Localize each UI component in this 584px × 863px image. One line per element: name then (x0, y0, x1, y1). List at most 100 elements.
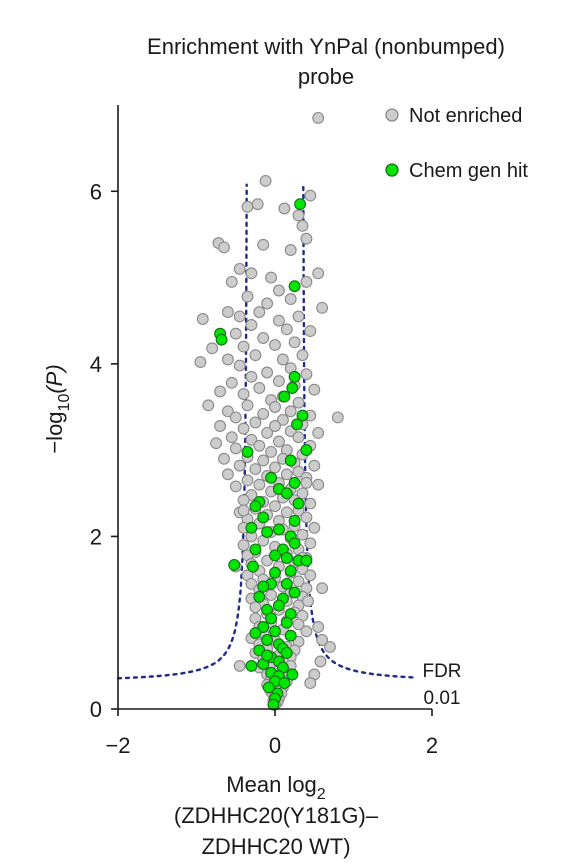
chem-gen-hit-point (291, 418, 303, 431)
chem-gen-hit-point (292, 497, 305, 510)
not-enriched-point (292, 310, 305, 323)
chem-gen-hit-point (300, 554, 313, 567)
not-enriched-point (296, 349, 309, 362)
not-enriched-point (249, 601, 262, 614)
not-enriched-point (312, 426, 325, 439)
y-tick-label: 0 (90, 697, 102, 722)
not-enriched-point (300, 511, 313, 524)
not-enriched-point (259, 174, 272, 187)
legend-marker-chem-gen-hit (385, 163, 399, 177)
not-enriched-point (284, 293, 297, 306)
not-enriched-point (221, 306, 234, 319)
not-enriched-point (221, 405, 234, 418)
not-enriched-point (218, 452, 230, 465)
chem-gen-hit-point (241, 445, 254, 458)
not-enriched-point (296, 219, 309, 232)
not-enriched-point (237, 494, 250, 507)
not-enriched-point (296, 528, 309, 541)
not-enriched-point (265, 271, 278, 284)
x-axis-label-line-1: Mean log2 (226, 772, 326, 803)
not-enriched-point (257, 454, 270, 467)
not-enriched-point (206, 342, 219, 355)
not-enriched-point (276, 413, 289, 426)
x-tick-label: 0 (269, 733, 281, 758)
x-axis-label-line-3: ZDHHC20 WT) (201, 834, 350, 859)
chem-gen-hit-point (247, 560, 259, 573)
not-enriched-point (288, 336, 301, 349)
y-tick-label: 4 (90, 352, 102, 377)
not-enriched-point (233, 359, 246, 372)
not-enriched-point (237, 388, 250, 401)
not-enriched-point (245, 577, 258, 590)
chem-gen-hit-point (261, 649, 274, 662)
not-enriched-point (272, 375, 285, 388)
not-enriched-point (241, 474, 254, 487)
not-enriched-point (302, 595, 314, 608)
not-enriched-point (261, 297, 274, 310)
chem-gen-hit-point (245, 521, 258, 534)
not-enriched-point (331, 411, 344, 424)
not-enriched-point (300, 275, 313, 288)
x-axis-ticks: −2 0 2 (105, 709, 438, 758)
chem-gen-hit-point (215, 333, 228, 346)
chem-gen-hit-point (262, 681, 275, 694)
not-enriched-point (265, 445, 278, 458)
not-enriched-point (304, 677, 317, 690)
not-enriched-point (280, 323, 293, 336)
not-enriched-point (278, 202, 291, 215)
not-enriched-point (241, 200, 254, 213)
chem-gen-hit-point (288, 476, 301, 489)
not-enriched-point (269, 461, 281, 474)
chem-gen-hit-point (267, 698, 280, 711)
not-enriched-point (237, 422, 250, 435)
chem-gen-hit-point (284, 454, 297, 467)
not-enriched-point (269, 338, 281, 351)
not-enriched-point (229, 411, 242, 424)
chem-gen-hit-point (265, 471, 278, 484)
not-enriched-point (261, 426, 274, 439)
not-enriched-point (241, 399, 254, 412)
not-enriched-point (229, 442, 242, 455)
not-enriched-point (202, 399, 215, 412)
not-enriched-point (221, 353, 234, 366)
not-enriched-point (233, 459, 246, 472)
not-enriched-point (237, 539, 250, 552)
chem-gen-hit-point (245, 659, 258, 672)
chem-gen-hit-point (280, 646, 293, 659)
fdr-threshold-curve-right (302, 183, 414, 679)
legend-label-chem-gen-hit: Chem gen hit (409, 160, 528, 182)
chem-gen-hit-point (280, 487, 293, 500)
not-enriched-point (292, 396, 305, 409)
chem-gen-hit-point (253, 590, 266, 603)
chem-gen-hit-point (280, 616, 293, 629)
not-enriched-point (214, 385, 227, 398)
chem-gen-hit-point (265, 612, 278, 625)
not-enriched-point (304, 325, 317, 338)
not-enriched-point (249, 349, 262, 362)
not-enriched-point (304, 537, 317, 550)
not-enriched-point (300, 232, 313, 245)
not-enriched-point (229, 327, 242, 340)
not-enriched-point (292, 618, 305, 631)
chem-gen-hit-point (261, 634, 274, 646)
not-enriched-point (324, 640, 336, 653)
not-enriched-point (241, 290, 254, 303)
chart-title-line-2: probe (298, 64, 354, 89)
chem-gen-hit-point (288, 586, 301, 599)
not-enriched-point (308, 383, 321, 396)
chem-gen-hit-point (286, 382, 299, 394)
chem-gen-hit-point (269, 549, 281, 562)
not-enriched-point (245, 433, 258, 446)
x-tick-label: −2 (105, 733, 130, 758)
not-enriched-point (269, 500, 281, 513)
not-enriched-point (237, 340, 250, 353)
not-enriched-point (272, 314, 285, 327)
not-enriched-point (304, 189, 317, 202)
chem-gen-hit-point (288, 537, 301, 550)
not-enriched-point (269, 401, 281, 413)
not-enriched-point (308, 521, 321, 534)
chem-gen-hit-point (261, 526, 274, 539)
not-enriched-point (304, 497, 317, 510)
fdr-label-line-2: 0.01 (424, 688, 461, 709)
